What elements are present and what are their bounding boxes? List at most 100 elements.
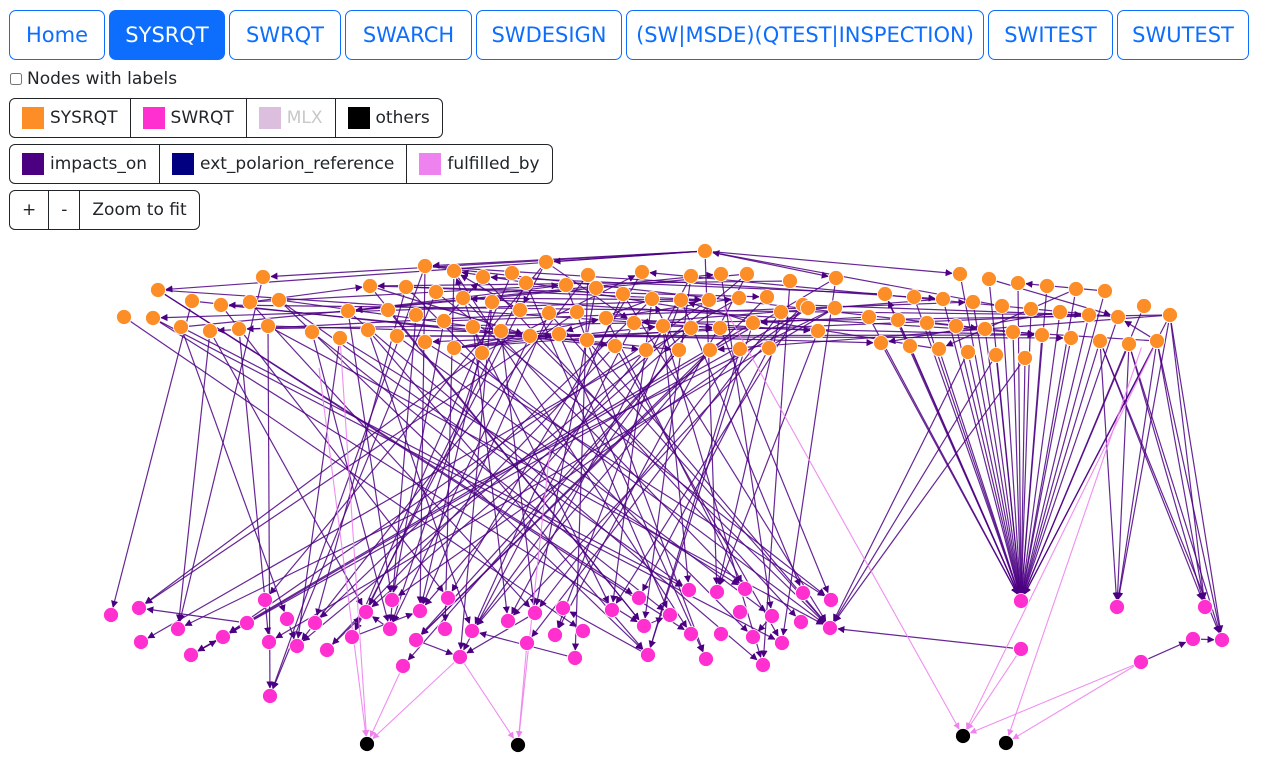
tab-sysrqt[interactable]: SYSRQT [109,10,225,60]
sysrqt-node[interactable] [890,312,906,328]
sysrqt-node[interactable] [759,289,775,305]
swrqt-node[interactable] [464,623,480,639]
swrqt-node[interactable] [575,623,591,639]
sysrqt-node[interactable] [260,318,276,334]
filter-impacts-on[interactable]: impacts_on [10,145,161,183]
sysrqt-node[interactable] [493,323,509,339]
swrqt-node[interactable] [452,649,468,665]
sysrqt-node[interactable] [398,279,414,295]
dependency-graph[interactable] [0,236,1261,775]
sysrqt-node[interactable] [827,300,843,316]
sysrqt-node[interactable] [1063,330,1079,346]
sysrqt-node[interactable] [580,267,596,283]
sysrqt-node[interactable] [569,304,585,320]
sysrqt-node[interactable] [428,284,444,300]
sysrqt-node[interactable] [150,282,166,298]
swrqt-node[interactable] [737,581,753,597]
swrqt-node[interactable] [662,607,678,623]
swrqt-node[interactable] [822,620,838,636]
sysrqt-node[interactable] [935,291,951,307]
sysrqt-node[interactable] [1068,281,1084,297]
swrqt-node[interactable] [183,647,199,663]
swrqt-node[interactable] [547,627,563,643]
swrqt-node[interactable] [631,590,647,606]
tab-swarch[interactable]: SWARCH [345,10,472,60]
sysrqt-node[interactable] [446,263,462,279]
swrqt-node[interactable] [1185,631,1201,647]
swrqt-node[interactable] [1133,654,1149,670]
swrqt-node[interactable] [1109,599,1125,615]
swrqt-node[interactable] [261,634,277,650]
tab-swdesign[interactable]: SWDESIGN [476,10,622,60]
swrqt-node[interactable] [709,584,725,600]
sysrqt-node[interactable] [931,341,947,357]
sysrqt-node[interactable] [1149,333,1165,349]
swrqt-node[interactable] [1013,641,1029,657]
sysrqt-node[interactable] [952,266,968,282]
sysrqt-node[interactable] [626,315,642,331]
tab-swrqt[interactable]: SWRQT [229,10,341,60]
swrqt-node[interactable] [257,592,273,608]
sysrqt-node[interactable] [340,303,356,319]
swrqt-node[interactable] [279,611,295,627]
tab-switest[interactable]: SWITEST [988,10,1113,60]
sysrqt-node[interactable] [1023,301,1039,317]
sysrqt-node[interactable] [436,313,452,329]
sysrqt-node[interactable] [655,318,671,334]
sysrqt-node[interactable] [116,309,132,325]
sysrqt-node[interactable] [541,305,557,321]
sysrqt-node[interactable] [988,347,1004,363]
swrqt-node[interactable] [764,608,780,624]
sysrqt-node[interactable] [731,290,747,306]
sysrqt-node[interactable] [213,297,229,313]
swrqt-node[interactable] [382,621,398,637]
others-node[interactable] [510,737,526,753]
swrqt-node[interactable] [408,632,424,648]
sysrqt-node[interactable] [1092,333,1108,349]
nodes-with-labels-checkbox[interactable] [10,73,22,85]
swrqt-node[interactable] [1197,599,1213,615]
sysrqt-node[interactable] [474,345,490,361]
swrqt-node[interactable] [681,582,697,598]
sysrqt-node[interactable] [739,266,755,282]
sysrqt-node[interactable] [634,264,650,280]
zoom-in-button[interactable]: + [10,191,50,229]
sysrqt-node[interactable] [417,334,433,350]
sysrqt-node[interactable] [551,326,567,342]
swrqt-node[interactable] [307,615,323,631]
sysrqt-node[interactable] [906,289,922,305]
sysrqt-node[interactable] [713,266,729,282]
sysrqt-node[interactable] [1039,278,1055,294]
sysrqt-node[interactable] [579,332,595,348]
sysrqt-node[interactable] [861,309,877,325]
swrqt-node[interactable] [1214,632,1230,648]
sysrqt-node[interactable] [761,340,777,356]
swrqt-node[interactable] [215,629,231,645]
sysrqt-node[interactable] [919,315,935,331]
swrqt-node[interactable] [793,614,809,630]
sysrqt-node[interactable] [522,328,538,344]
sysrqt-node[interactable] [512,302,528,318]
tab-home[interactable]: Home [9,10,105,60]
swrqt-node[interactable] [1013,593,1029,609]
sysrqt-node[interactable] [732,341,748,357]
swrqt-node[interactable] [745,629,761,645]
tab-qtest-inspection[interactable]: (SW|MSDE)(QTEST|INSPECTION) [626,10,984,60]
sysrqt-node[interactable] [304,324,320,340]
sysrqt-node[interactable] [1097,283,1113,299]
sysrqt-node[interactable] [242,294,258,310]
filter-ext-polarion-reference[interactable]: ext_polarion_reference [160,145,408,183]
sysrqt-node[interactable] [380,302,396,318]
others-node[interactable] [359,736,375,752]
sysrqt-node[interactable] [773,304,789,320]
sysrqt-node[interactable] [902,338,918,354]
sysrqt-node[interactable] [360,322,376,338]
sysrqt-node[interactable] [800,300,816,316]
swrqt-node[interactable] [527,605,543,621]
sysrqt-node[interactable] [1017,350,1033,366]
nodes-with-labels-option[interactable]: Nodes with labels [9,68,177,90]
filter-sysrqt[interactable]: SYSRQT [10,99,131,137]
sysrqt-node[interactable] [745,315,761,331]
sysrqt-node[interactable] [389,328,405,344]
sysrqt-node[interactable] [1010,275,1026,291]
